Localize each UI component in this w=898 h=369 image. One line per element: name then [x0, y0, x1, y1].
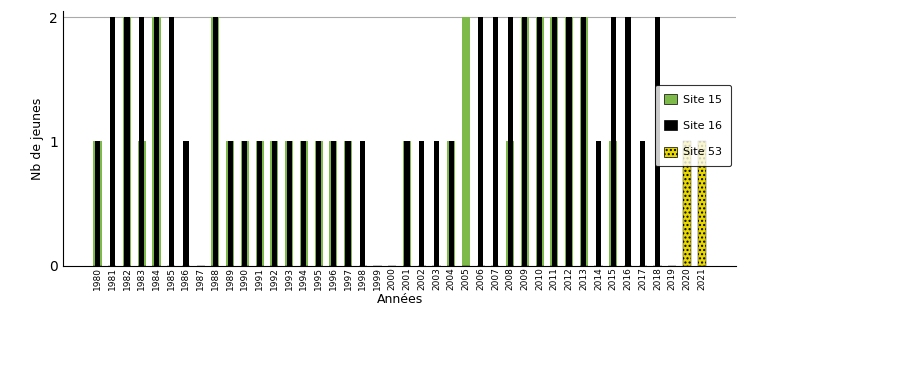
- Bar: [565, 17, 573, 266]
- Bar: [596, 141, 601, 266]
- Bar: [462, 17, 470, 266]
- Bar: [478, 17, 483, 266]
- Bar: [403, 141, 411, 266]
- Bar: [580, 17, 588, 266]
- Bar: [449, 141, 453, 266]
- Bar: [551, 17, 557, 266]
- Bar: [256, 141, 264, 266]
- Bar: [346, 141, 350, 266]
- Bar: [300, 141, 308, 266]
- Bar: [682, 141, 691, 266]
- Y-axis label: Nb de jeunes: Nb de jeunes: [31, 97, 44, 179]
- Legend: Site 15, Site 16, Site 53: Site 15, Site 16, Site 53: [656, 85, 731, 166]
- Bar: [434, 141, 439, 266]
- Bar: [285, 141, 293, 266]
- Bar: [272, 141, 277, 266]
- Bar: [93, 141, 101, 266]
- Bar: [360, 141, 365, 266]
- Bar: [241, 141, 249, 266]
- Bar: [270, 141, 278, 266]
- Bar: [110, 17, 115, 266]
- Bar: [314, 141, 322, 266]
- Bar: [257, 141, 262, 266]
- Bar: [625, 17, 630, 266]
- Bar: [123, 17, 131, 266]
- Bar: [183, 141, 189, 266]
- Bar: [211, 17, 219, 266]
- Bar: [286, 141, 292, 266]
- Bar: [154, 17, 159, 266]
- Bar: [537, 17, 542, 266]
- Bar: [567, 17, 572, 266]
- Bar: [330, 141, 338, 266]
- Bar: [521, 17, 529, 266]
- Bar: [169, 17, 174, 266]
- Bar: [447, 141, 455, 266]
- Bar: [404, 141, 409, 266]
- Bar: [682, 141, 691, 266]
- Bar: [609, 141, 617, 266]
- Bar: [523, 17, 527, 266]
- Bar: [139, 17, 145, 266]
- Bar: [344, 141, 352, 266]
- Bar: [493, 17, 498, 266]
- Bar: [611, 17, 616, 266]
- Bar: [698, 141, 706, 266]
- Bar: [506, 141, 515, 266]
- Bar: [316, 141, 321, 266]
- Bar: [95, 141, 100, 266]
- Bar: [213, 17, 218, 266]
- Bar: [153, 17, 161, 266]
- Bar: [507, 17, 513, 266]
- Bar: [698, 141, 706, 266]
- Bar: [301, 141, 306, 266]
- Bar: [125, 17, 129, 266]
- Bar: [226, 141, 234, 266]
- Bar: [419, 141, 424, 266]
- Bar: [137, 141, 145, 266]
- Bar: [330, 141, 336, 266]
- Bar: [535, 17, 543, 266]
- Bar: [227, 141, 233, 266]
- X-axis label: Années: Années: [376, 293, 423, 306]
- Bar: [550, 17, 559, 266]
- Bar: [581, 17, 586, 266]
- Bar: [700, 141, 704, 266]
- Bar: [640, 141, 646, 266]
- Bar: [655, 17, 660, 266]
- Bar: [242, 141, 248, 266]
